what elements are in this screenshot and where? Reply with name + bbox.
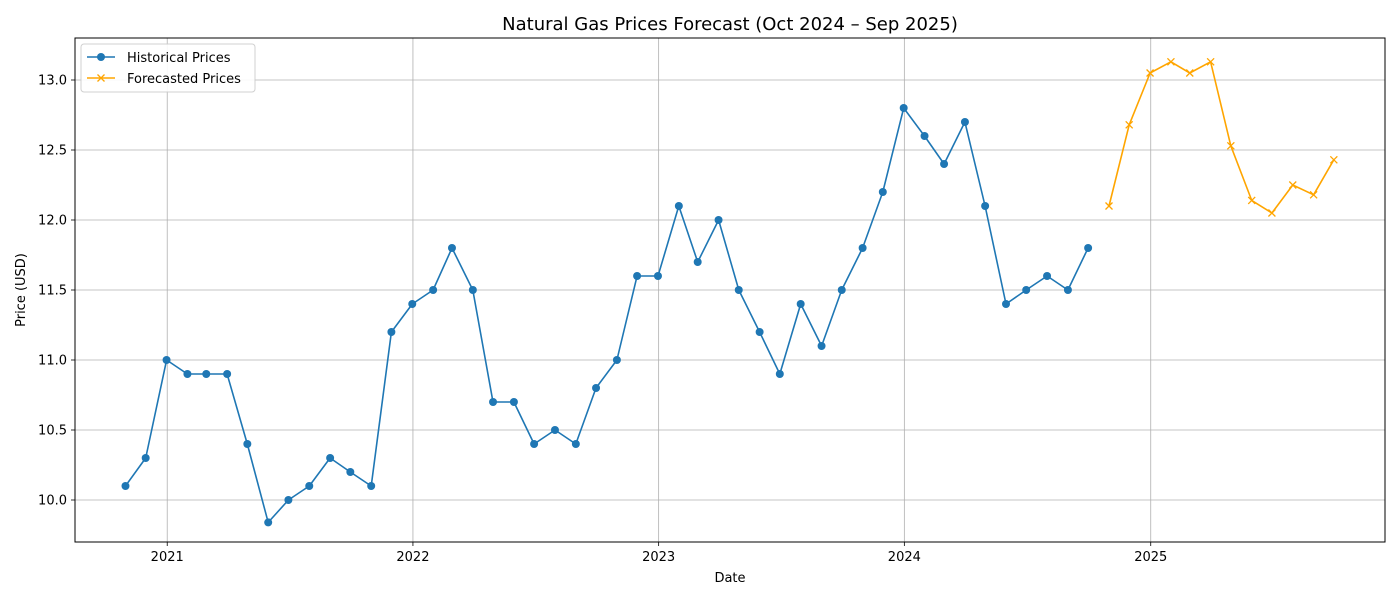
grid xyxy=(75,38,1385,542)
x-axis: 2021 2022 2023 2024 2025 xyxy=(151,542,1167,565)
historical-data-point xyxy=(837,286,846,294)
historical-data-point xyxy=(796,300,805,308)
historical-data-point xyxy=(817,342,826,350)
series-layer xyxy=(121,57,1338,527)
forecast-data-point xyxy=(1267,209,1276,217)
historical-data-point xyxy=(408,300,417,308)
y-tick-label: 10.5 xyxy=(38,424,67,439)
historical-data-point xyxy=(223,370,232,378)
historical-data-point xyxy=(775,370,784,378)
x-tick-label: 2025 xyxy=(1134,550,1167,565)
historical-data-point xyxy=(858,244,867,252)
forecast-data-point xyxy=(1247,196,1256,205)
y-tick-label: 12.0 xyxy=(38,214,67,229)
historical-data-point xyxy=(530,440,539,448)
x-tick-label: 2021 xyxy=(151,550,184,565)
historical-data-point xyxy=(121,482,130,490)
historical-data-point xyxy=(981,202,990,210)
historical-data-point xyxy=(1002,300,1011,308)
historical-data-point xyxy=(755,328,764,336)
historical-data-point xyxy=(960,118,969,126)
legend: Historical Prices Forecasted Prices xyxy=(80,43,256,93)
legend-item-forecast: Forecasted Prices xyxy=(87,72,241,87)
historical-data-point xyxy=(183,370,192,378)
historical-data-point xyxy=(571,440,580,448)
historical-data-point xyxy=(284,496,293,504)
x-axis-title: Date xyxy=(714,571,745,586)
historical-data-point xyxy=(940,160,949,168)
historical-data-point xyxy=(612,356,621,364)
y-tick-label: 13.0 xyxy=(38,74,67,89)
historical-data-point xyxy=(326,454,335,462)
x-tick-label: 2022 xyxy=(396,550,429,565)
forecast-data-point xyxy=(1125,120,1134,129)
historical-data-point xyxy=(693,258,702,266)
historical-data-point xyxy=(367,482,376,490)
legend-box xyxy=(80,43,256,93)
historical-data-point xyxy=(447,244,456,252)
historical-data-point xyxy=(264,518,273,527)
historical-data-point xyxy=(346,468,355,476)
forecast-data-point xyxy=(1206,57,1215,66)
historical-data-point xyxy=(550,426,559,434)
historical-data-point xyxy=(920,132,929,140)
forecast-data-point xyxy=(1166,57,1175,66)
y-tick-label: 10.0 xyxy=(38,494,67,509)
historical-series-line xyxy=(124,107,1089,524)
x-tick-label: 2024 xyxy=(888,550,921,565)
forecast-data-point xyxy=(1329,155,1338,164)
historical-data-point xyxy=(592,384,601,392)
forecast-data-point xyxy=(1226,141,1235,150)
historical-data-point xyxy=(243,440,252,448)
legend-item-historical: Historical Prices xyxy=(87,51,231,66)
historical-data-point xyxy=(429,286,438,294)
historical-data-point xyxy=(509,398,518,406)
y-tick-label: 11.0 xyxy=(38,354,67,369)
y-axis: 10.0 10.5 11.0 11.5 12.0 12.5 13.0 xyxy=(38,74,75,509)
historical-data-point xyxy=(202,370,211,378)
forecast-series-line xyxy=(1108,60,1335,214)
historical-data-point xyxy=(633,272,642,280)
forecast-data-point xyxy=(1105,202,1113,210)
legend-historical-marker xyxy=(97,53,105,61)
y-tick-label: 11.5 xyxy=(38,284,67,299)
historical-data-point xyxy=(141,454,150,462)
forecast-data-point xyxy=(1185,69,1194,77)
historical-data-point xyxy=(1084,244,1093,252)
legend-forecast-label: Forecasted Prices xyxy=(127,72,241,87)
x-tick-label: 2023 xyxy=(642,550,675,565)
y-axis-title: Price (USD) xyxy=(14,253,29,327)
legend-historical-label: Historical Prices xyxy=(127,51,231,66)
historical-data-point xyxy=(1022,286,1031,294)
historical-data-point xyxy=(1063,286,1072,294)
historical-data-point xyxy=(387,328,396,336)
historical-data-point xyxy=(878,188,887,196)
historical-data-point xyxy=(653,272,662,280)
historical-data-point xyxy=(899,104,908,112)
historical-data-point xyxy=(468,286,477,294)
historical-data-point xyxy=(305,482,314,490)
forecast-data-point xyxy=(1146,69,1155,77)
legend-forecast-marker xyxy=(97,74,105,82)
historical-data-point xyxy=(734,286,743,294)
historical-data-point xyxy=(489,398,498,406)
y-tick-label: 12.5 xyxy=(38,144,67,159)
historical-data-point xyxy=(162,356,171,364)
chart-title: Natural Gas Prices Forecast (Oct 2024 – … xyxy=(502,14,958,35)
forecast-data-point xyxy=(1309,190,1318,199)
forecast-data-point xyxy=(1288,181,1297,189)
historical-data-point xyxy=(674,202,683,210)
historical-data-point xyxy=(1043,272,1052,280)
historical-data-point xyxy=(714,216,723,224)
